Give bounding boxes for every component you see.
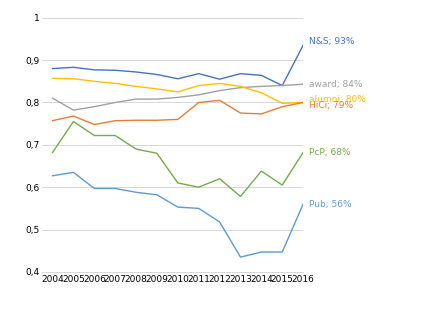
Text: PcP; 68%: PcP; 68%	[309, 148, 351, 157]
Text: Pub; 56%: Pub; 56%	[309, 200, 352, 209]
Text: alumni; 80%: alumni; 80%	[309, 95, 366, 104]
Text: HiCi; 79%: HiCi; 79%	[309, 101, 354, 110]
Text: award; 84%: award; 84%	[309, 80, 363, 89]
Text: N&S; 93%: N&S; 93%	[309, 36, 355, 45]
